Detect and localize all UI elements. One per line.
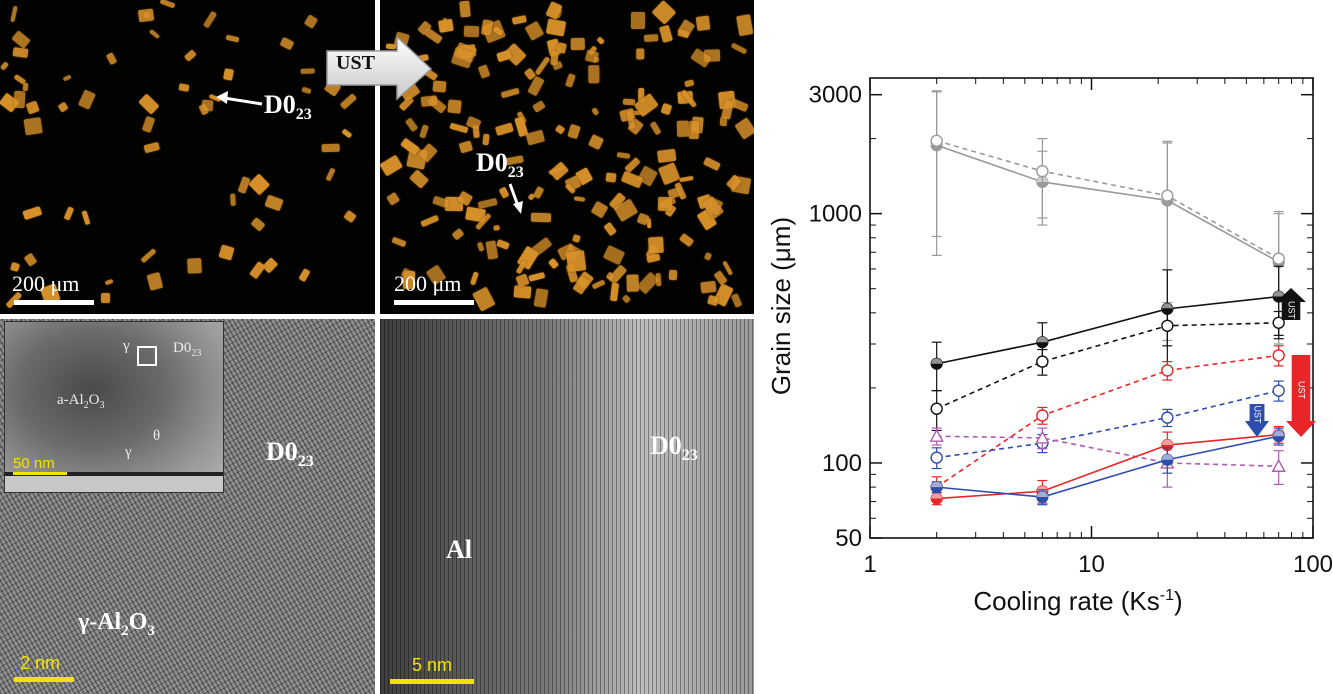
scale-bar-label: 200 μm (12, 271, 80, 296)
scale-bar (14, 677, 74, 682)
data-point-highlight (1273, 430, 1285, 437)
data-point (1161, 319, 1174, 332)
inset-scale-bar (13, 472, 67, 475)
data-point-highlight (931, 358, 943, 364)
data-point (1272, 384, 1285, 397)
series-line (936, 435, 1279, 498)
inset-d023-label: D023 (173, 340, 202, 359)
ust-arrow-icon (1276, 288, 1306, 320)
ust-arrow-label: UST (1297, 381, 1307, 400)
scale-bar (14, 300, 94, 305)
d023-label: D023 (266, 437, 314, 471)
series-line (936, 435, 1279, 468)
inset-scale-label: 50 nm (13, 455, 55, 472)
series-line (936, 354, 1279, 488)
y-tick-label: 3000 (809, 82, 862, 109)
data-point (1271, 458, 1286, 472)
data-point (1161, 411, 1174, 424)
arrow-icon (508, 183, 523, 214)
hrtem-panel-c: γ D023 a-Al2O3 θ γ 50 nm D023 γ-Al2O3 2 … (0, 319, 375, 694)
series-line (936, 321, 1279, 410)
micrograph-panel-b: D023 200 μm (380, 0, 754, 314)
al-label: Al (446, 535, 472, 564)
d023-label: D023 (476, 148, 524, 182)
hrtem-panel-d: Al D023 5 nm (380, 319, 754, 694)
grain-size-chart: 1 10 100 50 100 1000 3000 UST UST UST Cooling rat… (766, 77, 1333, 616)
scale-bar-label: 2 nm (20, 653, 61, 673)
selection-box (137, 346, 157, 366)
x-tick-label: 10 (1078, 551, 1105, 578)
ust-arrow-label: UST (1287, 301, 1297, 320)
inset-gamma-label: γ (123, 338, 130, 354)
data-point (929, 428, 944, 442)
ust-label: UST (336, 52, 375, 74)
data-point (930, 134, 943, 147)
data-point-highlight (1036, 336, 1048, 343)
inset-a-al2o3-label: a-Al2O3 (57, 392, 105, 411)
ust-arrow-icon (326, 37, 433, 101)
scale-bar-label: 5 nm (412, 655, 453, 675)
y-tick-label: 100 (822, 450, 862, 477)
scale-bar-label: 200 μm (394, 271, 462, 296)
series-line (936, 144, 1280, 263)
series-line (936, 140, 1280, 260)
gamma-al2o3-label: γ-Al2O3 (78, 609, 155, 639)
data-point-highlight (931, 493, 943, 499)
d023-label: D023 (650, 431, 698, 465)
y-tick-label: 1000 (809, 201, 862, 228)
y-tick-label: 50 (835, 525, 862, 552)
series-line (936, 389, 1279, 459)
data-point-highlight (1036, 491, 1048, 498)
tem-inset: γ D023 a-Al2O3 θ γ 50 nm (4, 321, 224, 493)
ust-arrow-icon (1245, 404, 1269, 437)
data-point (1036, 164, 1049, 178)
ust-arrow-icon (1286, 355, 1316, 437)
data-point-highlight (1161, 303, 1173, 309)
data-point (1035, 430, 1050, 444)
inset-gamma-bottom-label: γ (125, 444, 132, 460)
plot-area: 1 10 100 50 100 1000 3000 UST UST UST (809, 77, 1333, 578)
micrograph-panel-a: D023 200 μm (0, 0, 375, 314)
data-point (1272, 316, 1285, 329)
data-point (1161, 364, 1174, 377)
series-line (936, 433, 1279, 500)
scale-bar (394, 300, 474, 305)
data-point-highlight (1161, 454, 1173, 460)
data-point (1161, 189, 1174, 202)
data-point (930, 402, 943, 415)
data-point-highlight (931, 481, 943, 488)
arrow-icon (216, 91, 263, 106)
data-point (1036, 409, 1049, 422)
data-point (930, 451, 943, 464)
data-point (1036, 355, 1049, 368)
x-tick-label: 1 (863, 551, 876, 578)
inset-theta-label: θ (153, 428, 161, 444)
data-point (1272, 252, 1285, 265)
ust-arrow-label: UST (1253, 406, 1263, 425)
scale-bar (390, 679, 474, 684)
data-point-highlight (1273, 291, 1285, 297)
x-tick-label: 100 (1293, 551, 1333, 578)
data-point (1272, 349, 1285, 362)
x-axis-label: Cooling rate (Ks-1) (973, 586, 1182, 616)
data-point-highlight (1161, 439, 1173, 446)
y-axis-label: Grain size (μm) (766, 217, 796, 395)
d023-label: D023 (264, 90, 312, 124)
series-line (936, 295, 1279, 365)
